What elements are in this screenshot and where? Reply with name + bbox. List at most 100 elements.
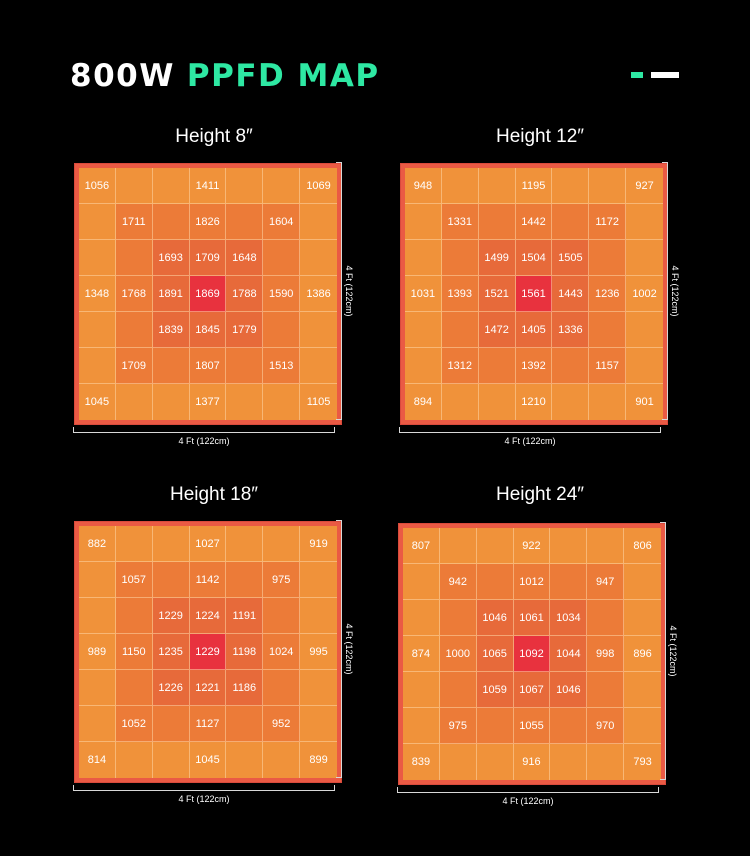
heatmap-cell-value: 1067 bbox=[513, 672, 551, 708]
heatmap-cell bbox=[550, 708, 588, 744]
heatmap-cell bbox=[115, 526, 153, 562]
heatmap-cell bbox=[226, 204, 264, 240]
heatmap-cell-value: 927 bbox=[626, 168, 663, 204]
heatmap-cell bbox=[441, 384, 479, 420]
heatmap-cell-value: 901 bbox=[626, 384, 663, 420]
width-dimension-line bbox=[73, 790, 335, 791]
height-dimension-label: 4 Ft (122cm) bbox=[344, 623, 354, 675]
heatmap-panel-height-18: Height 18″ 882 1027 919 1057 1142 975 1229 1224… bbox=[73, 484, 405, 852]
heatmap-cell bbox=[587, 600, 625, 636]
heatmap-cell-value: 1331 bbox=[441, 204, 479, 240]
heatmap-cell-value: 1336 bbox=[552, 312, 590, 348]
heatmap-cell-value: 1442 bbox=[515, 204, 553, 240]
heatmap-cell bbox=[626, 312, 663, 348]
width-dimension-tick-right bbox=[660, 427, 661, 433]
heatmap-cell-value: 1142 bbox=[189, 562, 227, 598]
heatmap-title: Height 12″ bbox=[495, 126, 585, 147]
heatmap-cell-value: 1377 bbox=[189, 384, 227, 420]
heatmap-cell-value: 922 bbox=[513, 528, 551, 564]
heatmap-cell bbox=[441, 168, 479, 204]
width-dimension-label: 4 Ft (122cm) bbox=[502, 796, 554, 806]
heatmap-cell bbox=[300, 348, 337, 384]
heatmap-cell-value: 1046 bbox=[476, 600, 514, 636]
heatmap-cell-value: 1105 bbox=[300, 384, 337, 420]
heatmap-cell-value: 807 bbox=[403, 528, 440, 564]
heatmap-cell-value: 1221 bbox=[189, 670, 227, 706]
heatmap-cell bbox=[478, 348, 516, 384]
heatmap-cell-value: 1229 bbox=[189, 634, 227, 670]
heatmap-cell-value: 1198 bbox=[226, 634, 264, 670]
heatmap-cell-value: 806 bbox=[624, 528, 661, 564]
heatmap-cell bbox=[79, 312, 116, 348]
heatmap-cell bbox=[624, 564, 661, 600]
heatmap-cell bbox=[79, 348, 116, 384]
heatmap-cell-value: 814 bbox=[79, 742, 116, 778]
heatmap-cell-value: 1504 bbox=[515, 240, 553, 276]
heatmap-cell-value: 1693 bbox=[152, 240, 190, 276]
heatmap-cell bbox=[152, 562, 190, 598]
heatmap-cell bbox=[79, 240, 116, 276]
heatmap-cell bbox=[152, 348, 190, 384]
heatmap-cell bbox=[79, 204, 116, 240]
heatmap-cell-value: 1788 bbox=[226, 276, 264, 312]
heatmap-cell-value: 1590 bbox=[263, 276, 301, 312]
heatmap-cell bbox=[263, 312, 301, 348]
heatmap-cell-value: 916 bbox=[513, 744, 551, 780]
heatmap-cell bbox=[152, 384, 190, 420]
heatmap-cell-value: 882 bbox=[79, 526, 116, 562]
heatmap-cell bbox=[589, 384, 627, 420]
heatmap-cell-value: 1191 bbox=[226, 598, 264, 634]
heatmap-cell-value: 1709 bbox=[115, 348, 153, 384]
width-dimension-tick-right bbox=[334, 785, 335, 791]
heatmap-cell bbox=[115, 670, 153, 706]
heatmap-cell bbox=[476, 564, 514, 600]
heatmap-cell-value: 1229 bbox=[152, 598, 190, 634]
heatmap-cell bbox=[115, 742, 153, 778]
heatmap-cell-value: 793 bbox=[624, 744, 661, 780]
width-dimension-line bbox=[399, 432, 661, 433]
width-dimension-tick-right bbox=[334, 427, 335, 433]
title-ppfd-map: PPFD MAP bbox=[186, 58, 380, 94]
height-dimension-line bbox=[341, 520, 342, 778]
heatmap-cell bbox=[552, 204, 590, 240]
heatmap-cell-value: 874 bbox=[403, 636, 440, 672]
heatmap-cell bbox=[478, 204, 516, 240]
heatmap-cell-value: 1709 bbox=[189, 240, 227, 276]
heatmap-cell-value: 1150 bbox=[115, 634, 153, 670]
heatmap-cell-value: 1561 bbox=[515, 276, 553, 312]
heatmap-cell-value: 839 bbox=[403, 744, 440, 780]
heatmap-cell bbox=[439, 600, 477, 636]
heatmap-cell bbox=[300, 312, 337, 348]
heatmap-cell-value: 1348 bbox=[79, 276, 116, 312]
height-dimension-tick-bottom bbox=[662, 419, 668, 420]
heatmap-grid: 807 922 806 942 1012 947 1046 1061 1034 874 1000 10… bbox=[399, 524, 665, 784]
heatmap-cell-value: 1807 bbox=[189, 348, 227, 384]
heatmap-cell-value: 1235 bbox=[152, 634, 190, 670]
heatmap-cell-value: 1839 bbox=[152, 312, 190, 348]
heatmap-cell-value: 1065 bbox=[476, 636, 514, 672]
heatmap-cell-value: 1045 bbox=[189, 742, 227, 778]
heatmap-title: Height 8″ bbox=[175, 126, 253, 147]
heatmap-cell bbox=[441, 240, 479, 276]
width-dimension-tick-left bbox=[73, 427, 74, 433]
heatmap-cell bbox=[152, 742, 190, 778]
heatmap-cell-value: 1044 bbox=[550, 636, 588, 672]
heatmap-cell-value: 1055 bbox=[513, 708, 551, 744]
heatmap-cell-value: 1172 bbox=[589, 204, 627, 240]
heatmap-grid: 1056 1411 1069 1711 1826 1604 1693 1709 1648 1348… bbox=[75, 164, 341, 424]
heatmap-cell bbox=[300, 240, 337, 276]
height-dimension-tick-bottom bbox=[660, 779, 666, 780]
heatmap-cell-value: 1061 bbox=[513, 600, 551, 636]
height-dimension-label: 4 Ft (122cm) bbox=[670, 265, 680, 317]
heatmap-title: Height 18″ bbox=[169, 484, 259, 505]
width-dimension-tick-left bbox=[73, 785, 74, 791]
width-dimension-label: 4 Ft (122cm) bbox=[504, 436, 556, 446]
heatmap-cell bbox=[152, 706, 190, 742]
heatmap-cell-value: 947 bbox=[587, 564, 625, 600]
heatmap-cell bbox=[587, 744, 625, 780]
heatmap-cell bbox=[626, 240, 663, 276]
heatmap-cell bbox=[476, 528, 514, 564]
heatmap-cell bbox=[226, 742, 264, 778]
heatmap-cell bbox=[478, 384, 516, 420]
heatmap-cell-value: 1386 bbox=[300, 276, 337, 312]
